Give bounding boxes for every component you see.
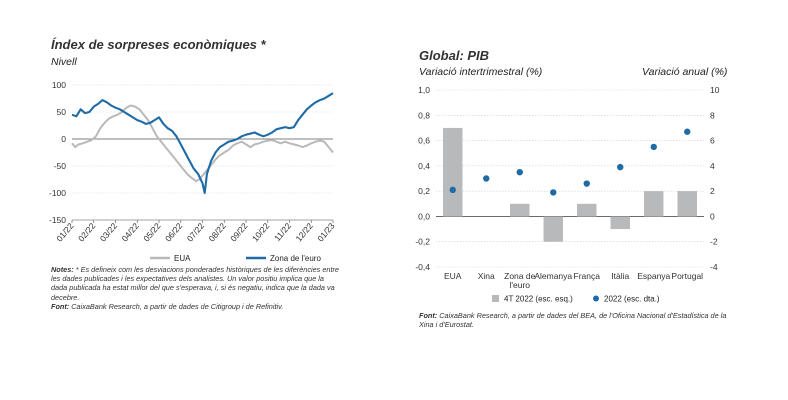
category-label: Xina bbox=[478, 271, 495, 281]
right-source-text: CaixaBank Research, a partir de dades de… bbox=[419, 311, 727, 330]
right-y-tick-label: 2 bbox=[710, 186, 715, 196]
right-notes: Font: CaixaBank Research, a partir de da… bbox=[419, 311, 739, 329]
right-y-tick-label: 8 bbox=[710, 110, 715, 120]
left-y-tick-label: 1,0 bbox=[418, 85, 430, 95]
x-tick-label: 05/22 bbox=[141, 221, 163, 244]
x-tick-label: 11/22 bbox=[272, 221, 293, 243]
category-label: EUA bbox=[444, 271, 462, 281]
y-tick-label: 0 bbox=[61, 134, 66, 144]
left-y-tick-label: 0,8 bbox=[418, 110, 430, 120]
gdp-annual-point bbox=[684, 128, 691, 135]
notes-label: Notes: bbox=[51, 265, 74, 274]
right-subtitle-left: Variació intertrimestral (%) bbox=[419, 66, 543, 78]
global-gdp-chart: -0,4 -0,2 0,0 0,2 0,4 0,6 0,8 1,0 -4 -2 0 2 4 6 8 10 EUA… bbox=[415, 85, 720, 304]
gdp-quarter-bar bbox=[543, 216, 563, 242]
x-tick-label: 01/23 bbox=[315, 221, 337, 244]
gdp-quarter-bar bbox=[510, 203, 530, 217]
gdp-quarter-bar bbox=[577, 203, 597, 217]
y-tick-label: 50 bbox=[57, 107, 67, 117]
category-label: França bbox=[574, 271, 601, 281]
category-label: l'euro bbox=[509, 280, 530, 290]
right-source-label: Font: bbox=[419, 311, 438, 320]
right-y-tick-label: 0 bbox=[710, 211, 715, 221]
left-source-text: CaixaBank Research, a partir de dades de… bbox=[71, 301, 284, 311]
right-y-tick-label: 6 bbox=[710, 136, 715, 146]
right-subtitle-right: Variació anual (%) bbox=[642, 66, 728, 78]
y-tick-label: -100 bbox=[49, 188, 66, 198]
left-y-tick-label: 0,6 bbox=[418, 136, 430, 146]
category-label: Portugal bbox=[671, 271, 703, 281]
category-label: Espanya bbox=[637, 271, 670, 281]
y-tick-label: -50 bbox=[54, 161, 67, 171]
left-y-tick-label: 0,4 bbox=[418, 161, 430, 171]
gdp-quarter-bar bbox=[644, 191, 664, 217]
x-tick-label: 03/22 bbox=[98, 221, 120, 244]
category-label: Alemanya bbox=[534, 271, 572, 281]
left-chart-title: Índex de sorpreses econòmiques * bbox=[51, 37, 266, 52]
category-label: Zona de bbox=[504, 271, 535, 281]
category-label: Itàlia bbox=[611, 271, 629, 281]
gdp-annual-point bbox=[583, 180, 590, 187]
notes-text: * Es defineix com les desviacions ponder… bbox=[51, 265, 339, 302]
gdp-annual-point bbox=[650, 143, 657, 151]
x-tick-label: 06/22 bbox=[163, 221, 185, 244]
x-tick-label: 10/22 bbox=[250, 221, 272, 244]
y-tick-label: -150 bbox=[49, 215, 66, 225]
surprise-index-panel: Índex de sorpreses econòmiques * Nivell … bbox=[0, 0, 380, 400]
left-y-tick-label: -0,2 bbox=[415, 237, 430, 247]
left-y-tick-label: 0,0 bbox=[418, 211, 430, 221]
legend-swatch bbox=[593, 295, 599, 302]
x-tick-label: 09/22 bbox=[228, 221, 250, 244]
x-tick-label: 07/22 bbox=[185, 221, 207, 244]
gdp-quarter-bar bbox=[677, 191, 697, 217]
right-chart-title: Global: PIB bbox=[419, 48, 490, 63]
left-y-tick-label: -0,4 bbox=[415, 262, 430, 272]
left-y-tick-label: 0,2 bbox=[418, 186, 430, 196]
x-tick-label: 02/22 bbox=[76, 221, 98, 244]
y-tick-label: 100 bbox=[52, 80, 66, 90]
gdp-annual-point bbox=[617, 163, 624, 171]
eua-series-line bbox=[71, 104, 334, 183]
x-tick-label: 04/22 bbox=[119, 221, 141, 244]
left-source-label: Font: bbox=[51, 301, 70, 311]
gdp-annual-point bbox=[550, 189, 557, 196]
gdp-annual-point bbox=[449, 186, 456, 194]
gdp-quarter-bar bbox=[443, 127, 463, 217]
left-chart-subtitle: Nivell bbox=[51, 56, 77, 68]
gdp-annual-point bbox=[516, 168, 523, 176]
legend-swatch bbox=[492, 295, 499, 302]
legend-label: EUA bbox=[174, 254, 191, 263]
euro-area-series-line bbox=[71, 92, 334, 195]
global-gdp-panel: Global: PIB Variació intertrimestral (%)… bbox=[400, 0, 788, 400]
legend-label: Zona de l'euro bbox=[270, 254, 321, 263]
legend-label: 4T 2022 (esc. esq.) bbox=[504, 295, 573, 304]
x-tick-label: 12/22 bbox=[293, 221, 315, 244]
right-y-tick-label: -2 bbox=[710, 237, 718, 247]
right-y-tick-label: 10 bbox=[710, 85, 720, 95]
x-tick-label: 08/22 bbox=[206, 221, 228, 244]
gdp-annual-point bbox=[483, 175, 490, 182]
left-notes: Notes: * Es defineix com les desviacions… bbox=[51, 265, 341, 311]
gdp-quarter-bar bbox=[610, 216, 630, 230]
right-y-tick-label: -4 bbox=[710, 262, 718, 272]
legend-label: 2022 (esc. dta.) bbox=[604, 295, 660, 304]
right-y-tick-label: 4 bbox=[710, 161, 715, 171]
